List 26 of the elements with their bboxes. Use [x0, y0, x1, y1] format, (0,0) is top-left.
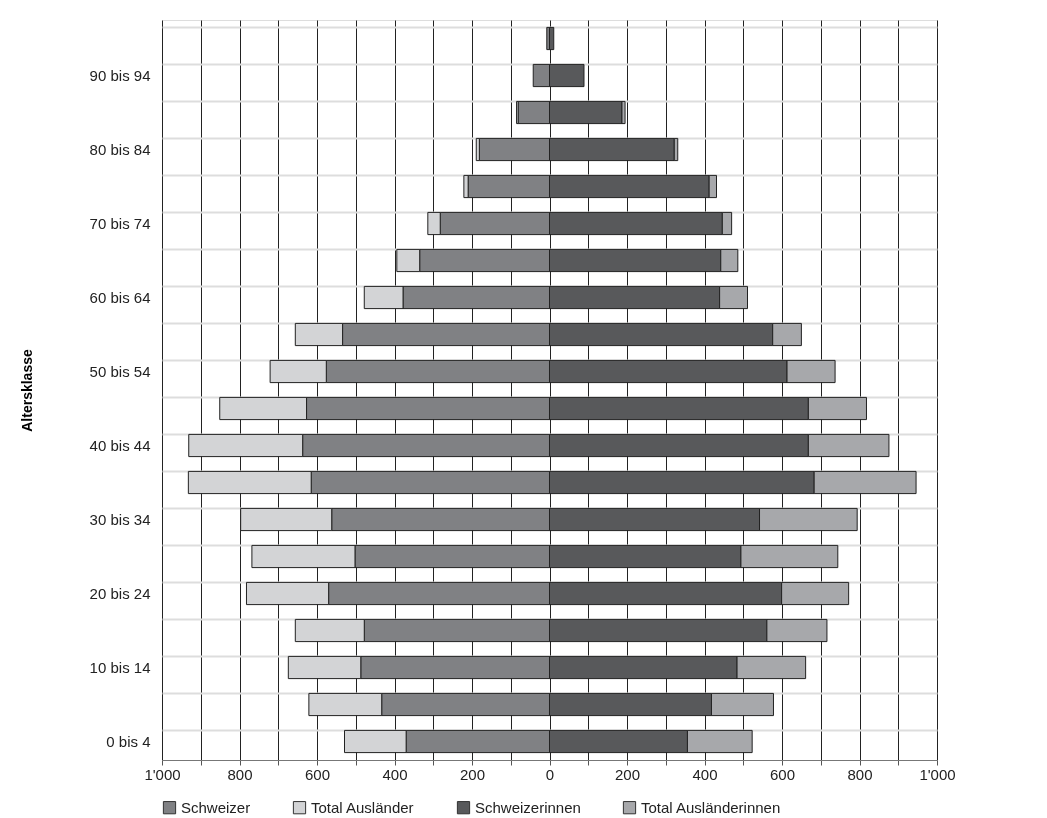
x-tick-label: 1'000 — [144, 765, 181, 783]
x-tick-label: 800 — [227, 765, 253, 783]
y-tick-label: 70 bis 74 — [89, 214, 151, 232]
x-tick-label: 200 — [459, 765, 486, 783]
y-tick-label: 60 bis 64 — [89, 288, 151, 306]
legend-label: Total Ausländerinnen — [641, 798, 781, 816]
legend-label: Total Ausländer — [311, 798, 414, 816]
y-tick-label: 50 bis 54 — [89, 362, 151, 380]
x-tick-label: 600 — [304, 765, 331, 783]
y-tick-label: 30 bis 34 — [89, 510, 151, 528]
x-tick-label: 1'000 — [919, 765, 956, 783]
x-tick-label: 0 — [545, 765, 555, 783]
legend-label: Schweizer — [181, 798, 251, 816]
x-tick-label: 800 — [847, 765, 873, 783]
x-tick-label: 400 — [382, 765, 408, 783]
legend-label: Schweizerinnen — [475, 798, 581, 816]
x-tick-label: 400 — [692, 765, 718, 783]
y-axis-title: Altersklasse — [18, 349, 35, 432]
y-tick-label: 0 bis 4 — [106, 732, 151, 750]
y-tick-label: 40 bis 44 — [89, 436, 151, 454]
y-tick-label: 90 bis 94 — [89, 66, 151, 84]
y-tick-label: 80 bis 84 — [89, 140, 151, 158]
x-tick-label: 200 — [614, 765, 641, 783]
y-tick-label: 10 bis 14 — [89, 658, 151, 676]
x-tick-label: 600 — [769, 765, 796, 783]
y-tick-label: 20 bis 24 — [89, 584, 151, 602]
